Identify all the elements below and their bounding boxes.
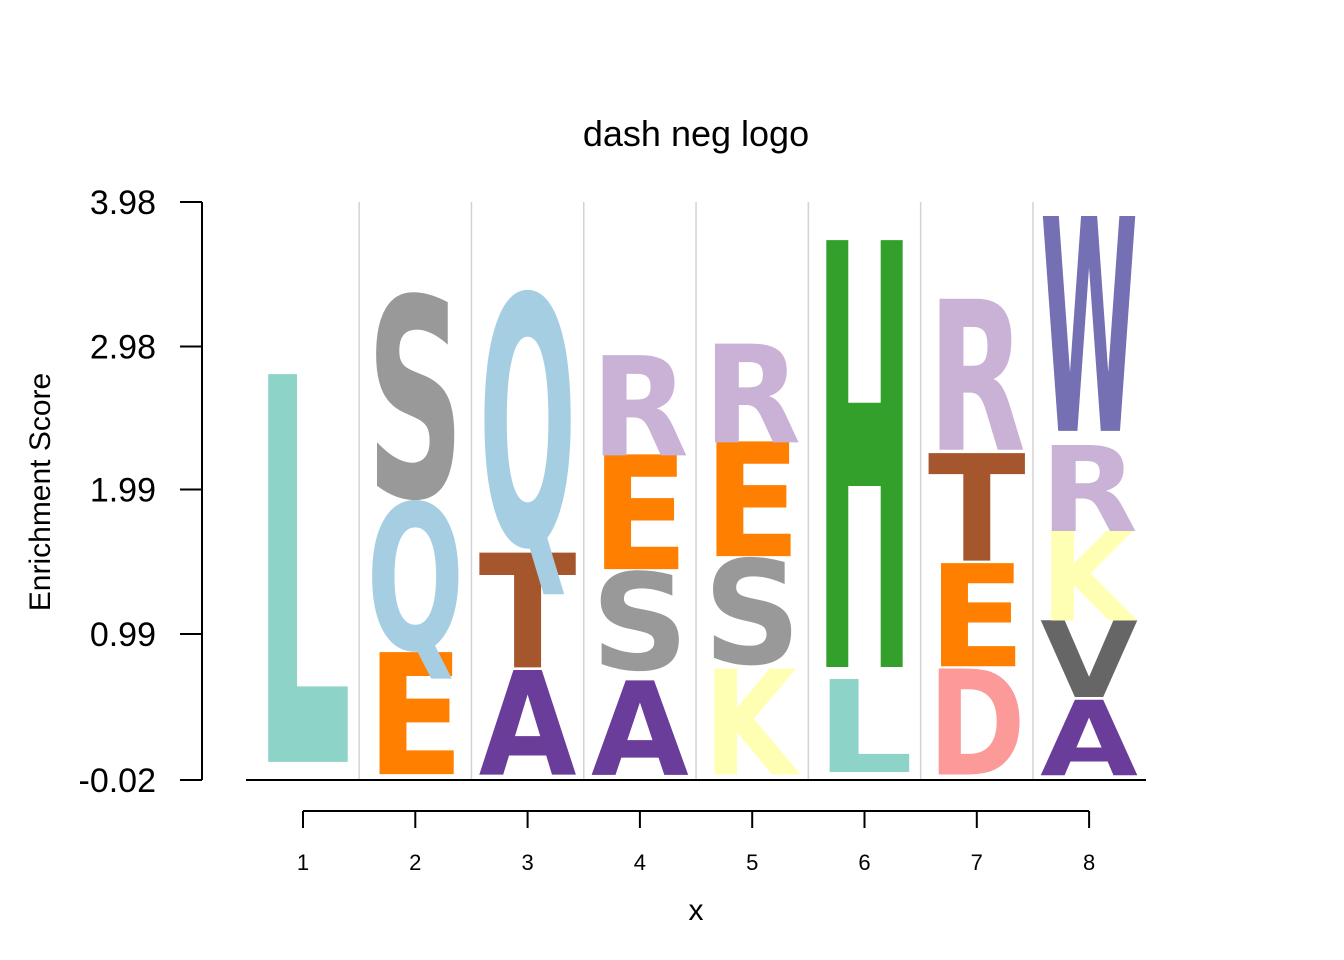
x-tick-label: 2 [409,850,421,875]
letter-glyph: Q [479,228,577,626]
logo-letter-q: Q [479,228,577,626]
letter-glyph: R [1040,421,1138,558]
separator-gridlines [358,202,1034,780]
x-tick-label: 6 [858,850,870,875]
letter-glyph: S [703,530,801,697]
logo-letter-e: E [366,618,464,814]
logo-letter-v: V [1040,600,1138,722]
logo-letter-e: E [928,535,1026,700]
x-tick-label: 1 [297,850,309,875]
letter-glyph: E [366,618,464,814]
x-tick-label: 3 [521,850,533,875]
letter-glyph: R [591,329,689,489]
logo-letter-l: L [816,654,914,802]
logo-letter-e: E [703,411,801,594]
chart-title: dash neg logo [583,113,809,154]
logo-letter-r: R [1040,421,1138,558]
y-tick-label: -0.02 [79,762,157,800]
y-tick-label: 2.98 [90,329,156,367]
y-axis-label: Enrichment Score [24,373,57,611]
logo-letter-k: K [1040,506,1138,650]
logo-letter-r: R [591,329,689,489]
logo-letter-t: T [928,425,1026,596]
letter-glyph: K [1040,506,1138,650]
letter-glyph: E [591,424,689,607]
letter-glyph: R [703,317,801,475]
letter-glyph: A [591,655,689,806]
logo-letter-k: K [703,640,801,810]
logo-letter-h: H [816,123,914,805]
y-tick-label: 3.98 [90,184,156,222]
letter-glyph: D [928,640,1026,809]
letter-glyph: L [254,270,352,888]
x-tick-label: 5 [746,850,758,875]
x-tick-label: 4 [634,850,646,875]
letter-glyph: E [703,411,801,594]
letter-glyph: S [366,243,464,563]
y-ticks: 3.98 2.98 1.99 0.99 -0.02 [79,184,202,800]
logo-letter-w: W [1040,159,1138,502]
letter-glyph: T [928,425,1026,596]
y-tick-label: 1.99 [90,472,156,510]
logo-letter-s: S [591,545,689,701]
letter-glyph: K [703,640,801,810]
letter-glyph: L [816,654,914,802]
y-tick-label: 0.99 [90,616,156,654]
letter-glyph: E [928,535,1026,700]
x-axis-label: x [689,894,704,927]
logo-letter-r: R [703,317,801,475]
letter-glyph: W [1040,159,1138,502]
letter-glyph: T [479,521,577,705]
logo-letter-r: R [928,258,1026,499]
logo-letter-e: E [591,424,689,607]
logo-letter-s: S [366,243,464,563]
logo-letter-l: L [254,270,352,888]
letter-glyph: R [928,258,1026,499]
letter-glyph: S [591,545,689,701]
logo-letter-s: S [703,530,801,697]
x-tick-label: 8 [1083,850,1095,875]
letter-glyph: Q [366,463,464,697]
x-ticks: 1 2 3 4 5 6 7 8 [297,811,1095,875]
logo-letter-d: D [928,640,1026,809]
x-tick-label: 7 [971,850,983,875]
letter-glyph: V [1040,600,1138,722]
letter-glyph: H [816,123,914,805]
logo-letter-t: T [479,521,577,705]
axes [201,202,1146,812]
logo-letter-a: A [591,655,689,806]
logo-letter-q: Q [366,463,464,697]
